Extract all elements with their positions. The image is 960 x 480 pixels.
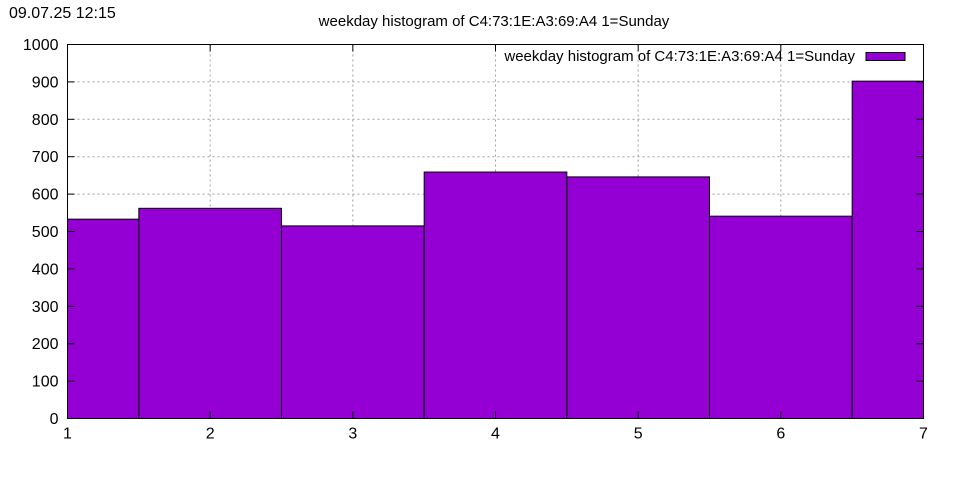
- y-tick-label: 100: [32, 374, 59, 391]
- histogram-bar: [423, 171, 568, 419]
- y-tick-label: 800: [32, 112, 59, 129]
- timestamp-label: 09.07.25 12:15: [9, 5, 116, 22]
- x-tick-label: 7: [919, 426, 928, 443]
- histogram-bar: [566, 176, 710, 419]
- y-tick-label: 700: [32, 149, 59, 166]
- legend-label: weekday histogram of C4:73:1E:A3:69:A4 1…: [503, 48, 855, 65]
- histogram-bar: [851, 80, 925, 419]
- y-tick-label: 1000: [23, 37, 59, 54]
- y-tick-label: 900: [32, 74, 59, 91]
- ticks-layer: 0 100 200 300 400 500 600 700 800 900 1000 1 2 3 4 5 6 7: [23, 37, 928, 443]
- y-tick-label: 500: [32, 224, 59, 241]
- histogram-bar: [67, 218, 140, 419]
- x-tick-label: 4: [491, 426, 500, 443]
- y-tick-label: 400: [32, 261, 59, 278]
- x-tick-label: 2: [206, 426, 215, 443]
- y-tick-label: 300: [32, 299, 59, 316]
- y-tick-label: 0: [50, 411, 59, 428]
- histogram-bar: [138, 207, 282, 419]
- legend-swatch: [865, 52, 906, 61]
- bars-layer: [67, 80, 925, 419]
- chart-title: weekday histogram of C4:73:1E:A3:69:A4 1…: [318, 13, 670, 30]
- x-tick-label: 5: [634, 426, 643, 443]
- legend: weekday histogram of C4:73:1E:A3:69:A4 1…: [503, 48, 906, 65]
- x-tick-label: 1: [63, 426, 72, 443]
- x-tick-label: 3: [348, 426, 357, 443]
- histogram-bar: [709, 215, 853, 419]
- y-tick-label: 200: [32, 336, 59, 353]
- histogram-bar: [281, 225, 425, 419]
- x-tick-label: 6: [776, 426, 785, 443]
- y-tick-label: 600: [32, 187, 59, 204]
